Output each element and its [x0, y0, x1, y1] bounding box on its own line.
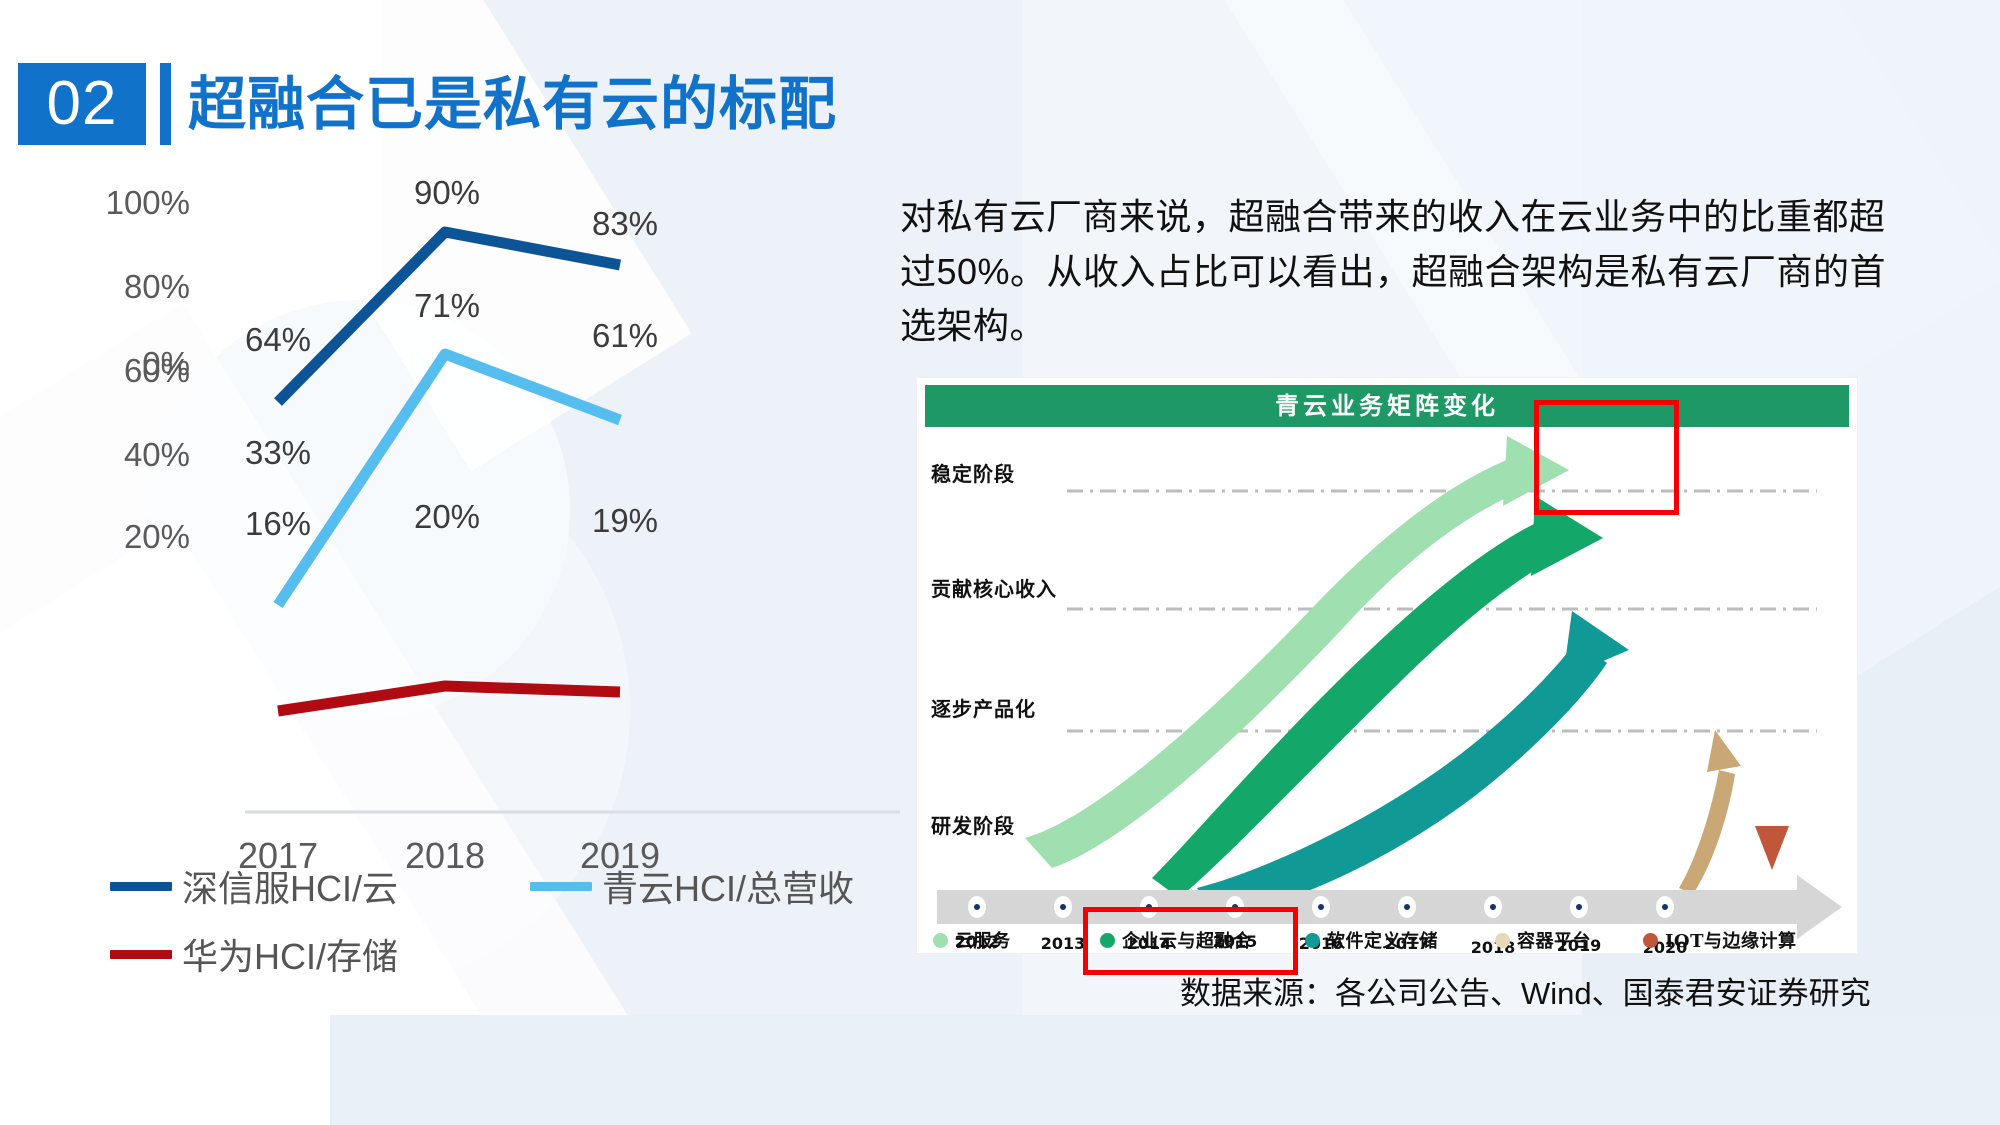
legend-row-1: 深信服HCI/云 青云HCI/总营收: [110, 860, 950, 912]
series-line-shenxinfu: [274, 226, 622, 406]
figure-year-2019: 2019: [1556, 936, 1602, 953]
stage-label-productize: 逐步产品化: [931, 697, 1036, 721]
figure-legend-dot-enterprise-cloud: [1100, 932, 1115, 948]
legend-label-qingyun: 青云HCI/总营收: [602, 868, 855, 909]
data-label-qingyun-2019: 61%: [591, 317, 659, 354]
arrow-container-platform: [1679, 730, 1741, 894]
legend-label-shenxinfu: 深信服HCI/云: [182, 868, 399, 909]
figure-legend-label-enterprise-cloud: 企业云与超融合: [1122, 931, 1252, 952]
page-title: 超融合已是私有云的标配: [188, 72, 838, 137]
y-tick-label: 60%: [123, 352, 190, 389]
x-tick-label-2017: 2017: [237, 835, 319, 876]
data-label-qingyun-2017: 33%: [244, 434, 312, 471]
data-label-shenxinfu-2017: 64%: [244, 321, 312, 358]
data-label-huawei-2019: 19%: [591, 502, 659, 539]
y-tick-label: 80%: [123, 268, 190, 305]
chart-legend: 深信服HCI/云 青云HCI/总营收 华为HCI/存储: [110, 860, 950, 996]
series-line-qingyun: [273, 348, 622, 609]
figure-legend-dot-cloud-service: [933, 932, 948, 948]
arrow-cloud-service: [1025, 436, 1569, 868]
y-tick-label: 100%: [105, 184, 190, 221]
slide-footer: 国泰君安证券 GUOTAI JUNAN SECURITIES 诚信 · 责任 ·…: [0, 1015, 2000, 1125]
figure-year-2015: 2015: [1212, 932, 1258, 951]
y-tick-label: 20%: [123, 518, 190, 555]
arrow-iot-edge: [1755, 826, 1789, 870]
figure-legend-label-container: 容器平台: [1517, 931, 1591, 952]
arrow-enterprise-cloud-hci: [1152, 496, 1603, 898]
highlight-box-legend: [1083, 907, 1298, 975]
embedded-figure-canvas: [937, 436, 1842, 939]
figure-legend-item-iot[interactable]: IOT与边缘计算: [1643, 927, 1797, 953]
data-label-shenxinfu-2019: 83%: [591, 205, 659, 242]
bg-bottom-strip-left: [0, 1015, 330, 1125]
stage-label-core-revenue: 贡献核心收入: [931, 577, 1057, 601]
figure-year-2013: 2013: [1040, 934, 1086, 953]
figure-legend-item-cloud-service[interactable]: 云服务: [933, 927, 1011, 953]
bg-bottom-strip: [0, 1015, 2000, 1125]
legend-swatch-qingyun: [530, 881, 593, 891]
x-tick-label-2018: 2018: [404, 835, 486, 876]
figure-legend-item-sds[interactable]: 软件定义存储: [1305, 927, 1438, 953]
title-accent-bar: [160, 63, 171, 145]
legend-label-huawei: 华为HCI/存储: [182, 936, 399, 977]
source-note: 数据来源：各公司公告、Wind、国泰君安证券研究: [1180, 976, 1871, 1011]
data-label-huawei-2017: 16%: [244, 505, 312, 542]
figure-legend-item-enterprise-cloud[interactable]: 企业云与超融合: [1100, 927, 1252, 953]
body-paragraph: 对私有云厂商来说，超融合带来的收入在云业务中的比重都超过50%。从收入占比可以看…: [900, 196, 1887, 347]
figure-year-2014: 2014: [1126, 934, 1172, 953]
legend-row-2: 华为HCI/存储: [110, 928, 950, 980]
figure-legend-item-container[interactable]: 容器平台: [1495, 927, 1591, 953]
highlight-box-arrow: [1534, 400, 1679, 515]
legend-item-qingyun[interactable]: 青云HCI/总营收: [530, 860, 854, 912]
figure-year-2012: 2012: [954, 932, 1000, 951]
slide-header: 02 超融合已是私有云的标配: [0, 0, 2000, 170]
legend-item-huawei[interactable]: 华为HCI/存储: [110, 928, 398, 980]
figure-legend-dot-iot: [1643, 932, 1658, 948]
data-label-qingyun-2018: 71%: [413, 287, 481, 324]
figure-legend-label-iot: IOT与边缘计算: [1665, 931, 1797, 952]
figure-legend-dot-container: [1495, 932, 1510, 948]
chart-plot-svg: [245, 226, 900, 814]
legend-swatch-shenxinfu: [110, 881, 172, 891]
stage-label-stable: 稳定阶段: [931, 462, 1015, 486]
data-label-shenxinfu-2018: 90%: [413, 174, 481, 211]
embedded-figure: 青云业务矩阵变化: [917, 378, 1857, 953]
legend-swatch-huawei: [110, 949, 172, 959]
figure-legend-label-cloud-service: 云服务: [955, 931, 1011, 952]
figure-year-2017: 2017: [1384, 934, 1430, 953]
x-tick-label-2019: 2019: [579, 835, 661, 876]
embedded-figure-legend: 云服务 企业云与超融合 软件定义存储 容器平台 IOT与边缘计算: [925, 907, 1855, 975]
line-chart: 0% 20% 40% 60% 80% 100% 64% 90% 83% 33% …: [60, 174, 940, 1000]
section-number-badge: 02: [18, 63, 146, 145]
series-line-huawei: [277, 680, 621, 717]
stage-label-rnd: 研发阶段: [931, 814, 1015, 838]
y-tick-label: 0%: [142, 345, 190, 382]
embedded-figure-title: 青云业务矩阵变化: [925, 385, 1849, 427]
legend-item-shenxinfu[interactable]: 深信服HCI/云: [110, 860, 398, 912]
y-tick-label: 40%: [123, 436, 190, 473]
figure-legend-label-sds: 软件定义存储: [1327, 931, 1438, 952]
figure-legend-dot-sds: [1305, 932, 1320, 948]
data-label-huawei-2018: 20%: [413, 498, 481, 535]
